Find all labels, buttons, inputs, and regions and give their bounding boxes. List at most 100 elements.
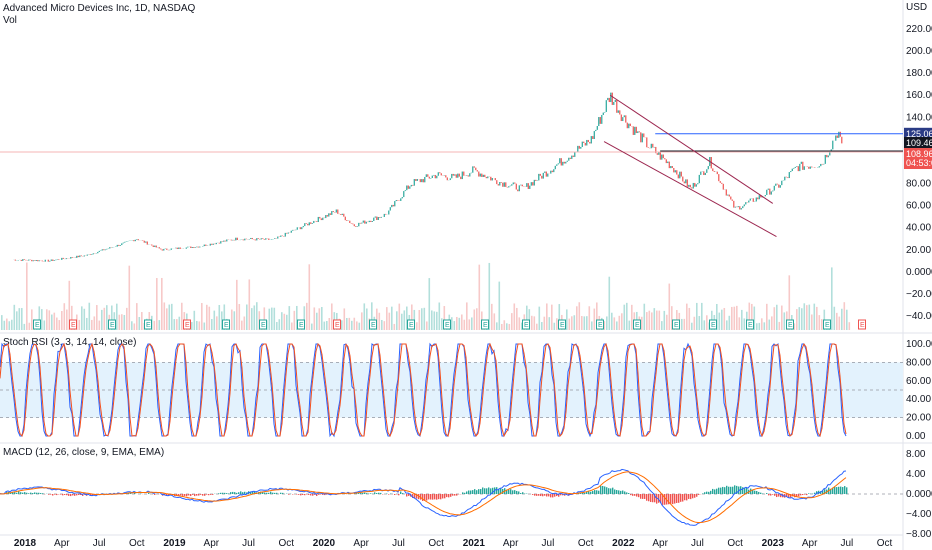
- macd-histogram-bar: [16, 492, 18, 494]
- volume-bar: [431, 310, 433, 330]
- macd-histogram-bar: [546, 494, 548, 497]
- volume-bar: [21, 308, 23, 330]
- volume-bar: [271, 307, 273, 330]
- resistance-price-tag-bg: [904, 127, 932, 139]
- macd-histogram-bar: [300, 494, 302, 496]
- macd-histogram-bar: [816, 491, 818, 494]
- volume-bar: [281, 312, 283, 330]
- volume-bar: [596, 302, 598, 330]
- volume-bar: [41, 309, 43, 330]
- time-axis-label: Jul: [93, 538, 106, 549]
- macd-histogram-bar: [658, 494, 660, 503]
- macd-histogram-bar: [388, 494, 390, 495]
- volume-bar: [381, 319, 383, 330]
- volume-bar: [16, 311, 18, 330]
- macd-histogram-bar: [512, 490, 514, 494]
- macd-histogram-bar: [734, 485, 736, 494]
- macd-histogram-bar: [644, 494, 646, 499]
- volume-bar: [706, 315, 708, 330]
- volume-bar: [763, 322, 766, 330]
- earnings-marker-label: E: [299, 322, 304, 329]
- macd-histogram-bar: [642, 494, 644, 499]
- volume-bar: [93, 316, 96, 330]
- macd-histogram-bar: [628, 493, 630, 494]
- volume-bar: [403, 310, 406, 330]
- volume-bar: [51, 314, 53, 330]
- macd-histogram-bar: [76, 494, 78, 496]
- volume-bar: [348, 317, 351, 330]
- volume-bar: [661, 321, 663, 330]
- volume-bar: [243, 316, 246, 330]
- price-tick-label: 80.00: [906, 179, 931, 190]
- earnings-marker-label: E: [185, 322, 190, 329]
- channel-lower-line: [603, 141, 777, 237]
- volume-bar: [63, 303, 66, 330]
- volume-bar: [133, 323, 136, 330]
- volume-bar: [306, 302, 308, 330]
- volume-bar: [758, 322, 761, 330]
- volume-bar: [816, 306, 818, 330]
- volume-bar: [201, 303, 203, 330]
- volume-bar: [433, 311, 436, 330]
- macd-histogram-bar: [64, 494, 66, 495]
- price-pane[interactable]: Advanced Micro Devices Inc, 1D, NASDAQ V…: [0, 0, 932, 333]
- macd-histogram-bar: [12, 491, 14, 494]
- macd-histogram-bar: [814, 492, 816, 494]
- macd-histogram-bar: [556, 494, 558, 497]
- macd-histogram-bar: [414, 494, 416, 499]
- macd-histogram-bar: [680, 494, 682, 502]
- volume-bar: [648, 310, 651, 330]
- macd-histogram-bar: [432, 494, 434, 500]
- macd-histogram-bar: [542, 494, 544, 497]
- volume-bar: [731, 306, 733, 330]
- macd-histogram-bar: [208, 494, 210, 496]
- volume-bar: [608, 276, 611, 330]
- volume-bar: [616, 321, 618, 330]
- volume-bar: [796, 309, 798, 330]
- macd-histogram-bar: [378, 492, 380, 494]
- macd-histogram-bar: [746, 487, 748, 494]
- volume-bar: [646, 312, 648, 330]
- macd-histogram-bar: [732, 486, 734, 494]
- volume-bar: [691, 322, 693, 330]
- earnings-marker: [823, 319, 831, 330]
- volume-bar: [581, 316, 583, 330]
- vol-label: Vol: [3, 15, 17, 26]
- support-price-tag-bg: [904, 137, 932, 149]
- volume-bar: [213, 310, 216, 330]
- macd-histogram-bar: [148, 492, 150, 494]
- price-tick-label: 140.00: [906, 112, 932, 123]
- volume-bar: [631, 304, 633, 330]
- earnings-marker-label: E: [711, 322, 716, 329]
- volume-bar: [101, 309, 103, 330]
- macd-histogram-bar: [602, 485, 604, 494]
- time-axis-label: Oct: [129, 538, 145, 549]
- volume-bar: [98, 320, 101, 330]
- volume-bar: [181, 302, 183, 330]
- macd-histogram-bar: [434, 494, 436, 500]
- macd-histogram-bar: [594, 490, 596, 494]
- volume-bar: [71, 305, 73, 330]
- macd-histogram-bar: [20, 492, 22, 494]
- volume-bar: [491, 303, 493, 330]
- volume-bar: [518, 317, 521, 330]
- stoch-rsi-pane[interactable]: Stoch RSI (3, 3, 14, 14, close): [0, 333, 932, 443]
- macd-pane[interactable]: MACD (12, 26, close, 9, EMA, EMA): [0, 443, 932, 535]
- earnings-marker-label: E: [224, 322, 229, 329]
- volume-bar: [198, 321, 201, 330]
- macd-histogram-bar: [364, 492, 366, 494]
- volume-bar: [788, 275, 791, 330]
- macd-histogram-bar: [50, 494, 52, 495]
- macd-histogram-bar: [18, 491, 20, 494]
- macd-histogram-bar: [264, 492, 266, 494]
- macd-tick-label: 0.0000: [906, 489, 932, 500]
- macd-histogram-bar: [266, 492, 268, 494]
- volume-bar: [463, 319, 466, 330]
- macd-histogram-bar: [440, 494, 442, 500]
- last-price-tag: 108.96: [906, 149, 932, 159]
- volume-bar: [398, 303, 401, 330]
- earnings-marker: [672, 319, 680, 330]
- macd-histogram-bar: [652, 494, 654, 503]
- volume-bar: [96, 305, 98, 330]
